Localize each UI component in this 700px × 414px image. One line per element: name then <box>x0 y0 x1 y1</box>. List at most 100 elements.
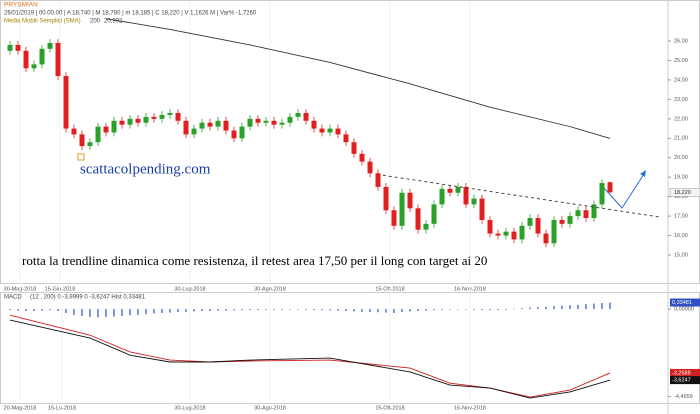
candle-body <box>247 118 253 127</box>
y-tick-label: 18,00 <box>674 194 688 200</box>
arrow-head <box>640 170 646 177</box>
candle-body <box>431 204 437 224</box>
series-line <box>9 319 611 399</box>
candle-body <box>399 192 405 226</box>
histogram-bar <box>97 309 99 318</box>
candle-body <box>455 186 461 193</box>
histogram-bar <box>569 305 571 310</box>
histogram-bar <box>121 309 123 316</box>
histogram-bar <box>161 309 163 314</box>
histogram-bar <box>249 309 251 311</box>
histogram-bar <box>401 309 403 313</box>
histogram-bar <box>297 309 299 310</box>
candle-body <box>423 223 429 230</box>
candle-body <box>207 122 213 127</box>
macd-header: (12 , 200) 0 -3,8999 0 -3,6247 Hist 0,33… <box>30 295 146 301</box>
histogram-bar <box>385 309 387 313</box>
y-tick-label: 22,00 <box>674 116 688 122</box>
price-info: 26/01/2019 | 00.00.00 | A 18,740 | M 18,… <box>4 11 257 17</box>
histogram-bar <box>441 309 443 310</box>
histogram-bar <box>545 306 547 310</box>
candle-body <box>295 113 301 117</box>
histogram-bar <box>593 303 595 310</box>
histogram-bar <box>553 306 555 310</box>
histogram-bar <box>273 309 275 310</box>
histogram-bar <box>609 302 611 310</box>
macd-title: MACD <box>4 295 22 301</box>
candle-body <box>79 134 85 147</box>
y-tick-label: 19,00 <box>674 175 688 181</box>
histogram-bar <box>241 309 243 311</box>
candle-body <box>47 43 53 49</box>
candle-body <box>223 120 229 131</box>
histogram-bar <box>33 309 35 312</box>
candle-body <box>215 120 221 127</box>
candle-body <box>7 44 13 51</box>
histogram-bar <box>473 309 475 310</box>
histogram-bar <box>113 309 115 317</box>
candle-body <box>191 128 197 135</box>
series-line <box>105 18 611 139</box>
candle-body <box>327 128 333 133</box>
y-tick-label: 16,00 <box>674 233 688 239</box>
histogram-bar <box>25 309 27 312</box>
histogram-bar <box>129 309 131 316</box>
candle-body <box>143 116 149 123</box>
histogram-bar <box>505 309 507 310</box>
histogram-bar <box>361 309 363 312</box>
histogram-bar <box>49 309 51 311</box>
candle-body <box>367 161 373 174</box>
histogram-bar <box>585 304 587 310</box>
y-tick-label: 0,00000 <box>674 307 694 313</box>
candle-body <box>111 120 117 133</box>
histogram-bar <box>529 307 531 310</box>
candle-body <box>263 120 269 123</box>
histogram-bar <box>481 309 483 311</box>
sma-legend: Media Mobili Semplici (SMA) <box>4 19 81 25</box>
x-tick-label: 30-Ago-2018 <box>254 405 286 411</box>
candle-body <box>407 192 413 209</box>
y-tick-label: 20,00 <box>674 155 688 161</box>
annotation-text: rotta la trendline dinamica come resiste… <box>22 253 487 268</box>
series-line <box>382 174 661 218</box>
y-tick-label: 24,00 <box>674 77 688 83</box>
histogram-bar <box>185 309 187 312</box>
candle-body <box>231 130 237 139</box>
candle-body <box>63 76 69 129</box>
histogram-bar <box>73 309 75 315</box>
candle-body <box>199 122 205 129</box>
candle-body <box>279 122 285 125</box>
histogram-bar <box>137 309 139 315</box>
candle-body <box>335 128 341 135</box>
candle-body <box>311 120 317 129</box>
histogram-bar <box>321 309 323 311</box>
candle-body <box>175 113 181 121</box>
candle-body <box>359 153 365 162</box>
histogram-bar <box>521 308 523 310</box>
value-tag <box>669 188 700 197</box>
candle-body <box>119 120 125 125</box>
candle-body <box>151 116 157 119</box>
candle-body <box>383 186 389 211</box>
candle-body <box>183 120 189 135</box>
candle-body <box>351 142 357 154</box>
histogram-bar <box>345 309 347 312</box>
histogram-bar <box>41 309 43 311</box>
watermark: scattacolpending.com <box>80 161 211 177</box>
histogram-bar <box>17 309 19 311</box>
candle-body <box>479 198 485 220</box>
histogram-bar <box>513 308 515 310</box>
x-tick-label: 15-Lu-2018 <box>48 405 76 411</box>
y-tick-label: 25,00 <box>674 58 688 64</box>
candle-body <box>127 118 133 125</box>
histogram-bar <box>281 309 283 310</box>
candle-body <box>567 216 573 224</box>
y-tick-label: 21,00 <box>674 136 688 142</box>
histogram-bar <box>225 309 227 311</box>
histogram-bar <box>305 309 307 310</box>
histogram-bar <box>409 309 411 312</box>
value-tag-label: 18,220 <box>674 190 691 196</box>
candle-body <box>23 50 29 69</box>
